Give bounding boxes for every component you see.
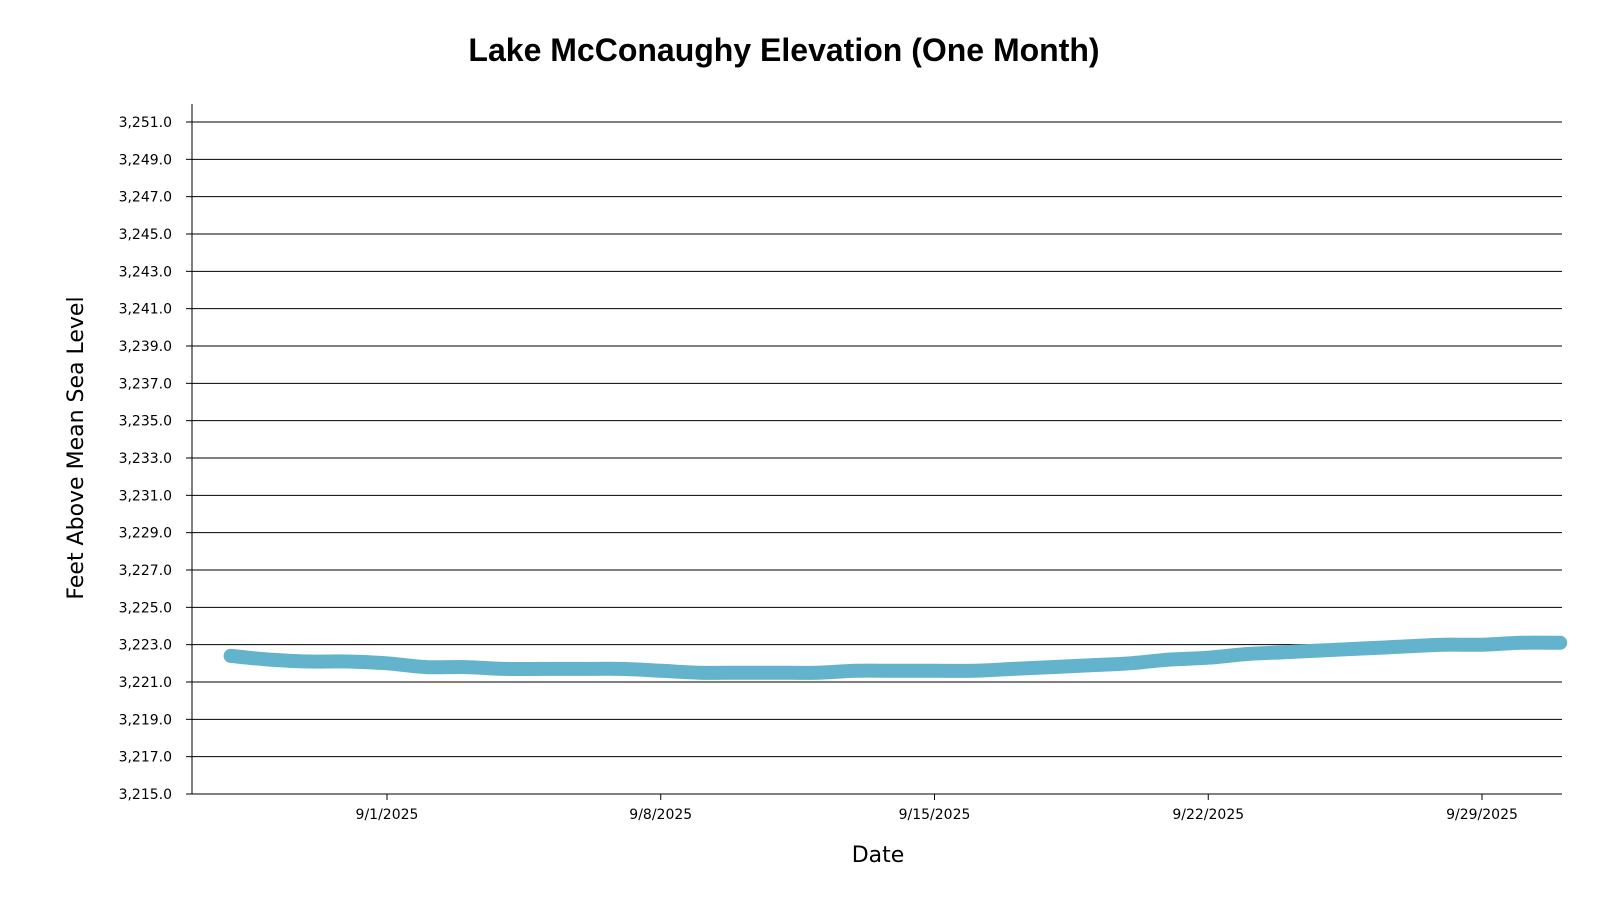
data-point [654,664,668,678]
x-tick-label: 9/15/2025 [899,807,971,823]
data-point [302,655,316,668]
data-point [1240,647,1254,661]
data-point [536,662,550,676]
y-tick-label: 3,219.0 [119,712,172,728]
grid-layer [192,121,1562,795]
y-tick-label: 3,251.0 [119,115,172,131]
data-point [458,660,472,674]
data-point [771,666,785,680]
data-point [1514,636,1528,650]
y-tick-label: 3,223.0 [119,638,172,654]
y-tick-label: 3,245.0 [119,227,172,243]
x-tick-label: 9/22/2025 [1172,807,1244,823]
x-tick-label: 9/8/2025 [629,807,692,823]
y-tick-label: 3,247.0 [119,190,172,206]
data-point [1436,638,1450,652]
y-tick-label: 3,229.0 [119,526,172,542]
data-point [1397,640,1411,653]
series-layer [223,635,1568,680]
data-point [1319,643,1333,657]
data-point [1045,660,1059,674]
data-point [263,653,277,667]
y-tick-label: 3,227.0 [119,563,172,579]
y-tick-label: 3,233.0 [119,451,172,467]
data-point [928,664,941,678]
data-point [576,662,589,676]
data-point [1553,636,1567,650]
data-point [224,649,238,663]
data-point [888,664,902,678]
data-point [1280,645,1293,659]
y-axis-ticks: 3,215.0 3,217.0 3,219.0 3,221.0 3,223.0 3,225… [119,115,192,803]
y-tick-label: 3,215.0 [119,787,172,803]
data-point [497,662,511,676]
data-point [341,655,355,668]
data-point [615,662,629,676]
data-point [732,666,746,680]
data-point [1358,641,1372,655]
y-tick-label: 3,235.0 [119,414,172,430]
data-point [1201,651,1215,665]
data-point [419,660,433,674]
data-point [380,656,394,670]
data-point [1475,638,1489,652]
x-tick-label: 9/29/2025 [1446,807,1518,823]
y-tick-label: 3,243.0 [119,264,172,280]
data-point [1084,658,1098,672]
y-tick-label: 3,217.0 [119,750,172,766]
x-axis-label: Date [852,843,905,868]
y-tick-label: 3,225.0 [119,600,172,616]
data-point [1162,653,1176,667]
y-tick-label: 3,231.0 [119,488,172,504]
y-tick-label: 3,221.0 [119,675,172,691]
chart-title: Lake McConaughy Elevation (One Month) [468,32,1099,68]
data-point [967,664,981,678]
y-tick-label: 3,241.0 [119,302,172,318]
data-point [1006,662,1020,676]
y-tick-label: 3,237.0 [119,376,172,392]
y-tick-label: 3,239.0 [119,339,172,355]
data-point [693,666,707,680]
y-tick-label: 3,249.0 [119,152,172,168]
axis-layer [191,104,1562,795]
data-point [1123,656,1137,670]
data-point [810,666,824,680]
x-tick-label: 9/1/2025 [356,807,419,823]
y-axis-label: Feet Above Mean Sea Level [64,296,89,599]
x-axis-ticks: 9/1/2025 9/8/2025 9/15/2025 9/22/2025 9/29/2… [356,794,1518,823]
data-point [849,664,863,678]
